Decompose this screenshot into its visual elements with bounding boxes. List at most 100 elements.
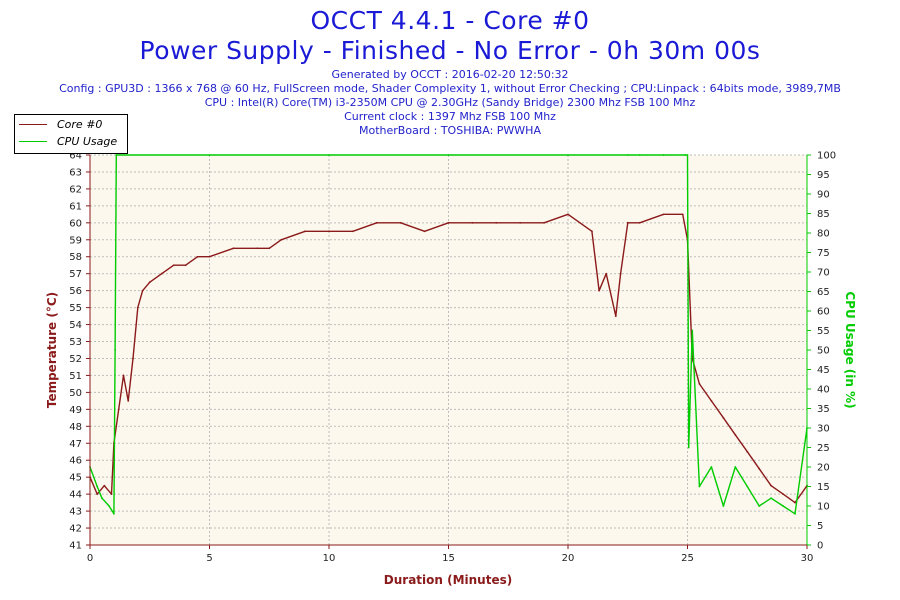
y-right-tick-label: 90 bbox=[817, 190, 830, 201]
data-point-core-0 bbox=[127, 399, 130, 402]
y-right-tick-label: 5 bbox=[817, 521, 823, 532]
data-point-core-0 bbox=[519, 221, 522, 224]
data-point-cpu-usage bbox=[687, 446, 690, 449]
info-config: Config : GPU3D : 1366 x 768 @ 60 Hz, Ful… bbox=[59, 82, 841, 95]
y-left-tick-label: 58 bbox=[69, 252, 82, 263]
legend-item-cpu: CPU Usage bbox=[19, 134, 125, 150]
y-right-tick-label: 10 bbox=[817, 502, 830, 513]
info-generated: Generated by OCCT : 2016-02-20 12:50:32 bbox=[331, 68, 569, 81]
data-point-cpu-usage bbox=[710, 466, 713, 468]
data-point-cpu-usage bbox=[626, 154, 629, 156]
y-left-tick-label: 52 bbox=[69, 354, 82, 365]
data-point-core-0 bbox=[495, 221, 498, 224]
data-point-core-0 bbox=[232, 247, 235, 250]
data-point-cpu-usage bbox=[691, 329, 694, 332]
y-right-tick-label: 35 bbox=[817, 404, 830, 415]
x-tick-label: 25 bbox=[681, 553, 694, 564]
data-point-core-0 bbox=[256, 247, 259, 250]
y-right-tick-label: 70 bbox=[817, 268, 830, 279]
info-cpu: CPU : Intel(R) Core(TM) i3-2350M CPU @ 2… bbox=[204, 96, 696, 109]
data-point-core-0 bbox=[141, 289, 144, 292]
data-point-core-0 bbox=[662, 213, 665, 216]
y-left-tick-label: 60 bbox=[69, 218, 82, 229]
y-right-tick-label: 15 bbox=[817, 482, 830, 493]
legend: Core #0 CPU Usage bbox=[14, 114, 128, 154]
data-point-cpu-usage bbox=[722, 505, 725, 507]
data-point-cpu-usage bbox=[113, 512, 115, 515]
data-point-core-0 bbox=[605, 272, 608, 275]
data-point-core-0 bbox=[208, 255, 211, 258]
data-point-core-0 bbox=[117, 408, 120, 411]
chart-subtitle: Power Supply - Finished - No Error - 0h … bbox=[139, 36, 761, 65]
y-left-tick-label: 56 bbox=[69, 286, 82, 297]
data-point-core-0 bbox=[304, 230, 306, 233]
y-left-tick-label: 48 bbox=[69, 422, 82, 433]
data-point-core-0 bbox=[734, 433, 737, 436]
y-right-tick-label: 45 bbox=[817, 365, 830, 376]
y-left-tick-label: 49 bbox=[69, 405, 82, 416]
data-point-core-0 bbox=[770, 484, 773, 487]
data-point-core-0 bbox=[591, 230, 593, 233]
y-right-tick-label: 85 bbox=[817, 209, 830, 220]
data-point-core-0 bbox=[598, 289, 600, 292]
y-right-tick-label: 20 bbox=[817, 463, 830, 474]
data-point-core-0 bbox=[543, 221, 545, 224]
series-line-core-0 bbox=[89, 213, 808, 504]
data-point-core-0 bbox=[710, 399, 713, 402]
data-point-core-0 bbox=[352, 230, 354, 233]
data-point-cpu-usage bbox=[686, 154, 689, 156]
data-point-core-0 bbox=[619, 272, 622, 275]
data-point-core-0 bbox=[172, 264, 175, 267]
legend-swatch-core bbox=[19, 124, 47, 125]
data-point-core-0 bbox=[758, 467, 761, 470]
data-point-core-0 bbox=[132, 357, 134, 360]
y-right-tick-label: 95 bbox=[817, 170, 830, 181]
data-point-core-0 bbox=[184, 264, 187, 267]
series-line-cpu-usage bbox=[89, 154, 808, 515]
data-point-core-0 bbox=[328, 230, 330, 233]
data-point-cpu-usage bbox=[96, 485, 99, 488]
y-left-tick-label: 50 bbox=[69, 388, 82, 399]
data-point-core-0 bbox=[698, 383, 701, 385]
data-point-core-0 bbox=[722, 416, 725, 419]
y-right-tick-label: 60 bbox=[817, 307, 830, 318]
x-tick-label: 10 bbox=[323, 553, 336, 564]
data-point-core-0 bbox=[160, 272, 163, 275]
legend-label-core: Core #0 bbox=[57, 118, 103, 131]
y-right-tick-label: 65 bbox=[817, 287, 830, 298]
data-point-core-0 bbox=[638, 221, 641, 224]
y-left-tick-label: 44 bbox=[69, 490, 82, 501]
legend-item-core: Core #0 bbox=[19, 117, 125, 133]
data-point-core-0 bbox=[423, 230, 426, 233]
y-right-tick-label: 0 bbox=[817, 541, 823, 552]
x-tick-label: 0 bbox=[87, 553, 93, 564]
y-axis-left-title: Temperature (°C) bbox=[45, 292, 59, 408]
data-point-cpu-usage bbox=[447, 154, 450, 156]
x-axis-title: Duration (Minutes) bbox=[384, 573, 512, 587]
data-point-core-0 bbox=[110, 493, 113, 496]
data-point-cpu-usage bbox=[638, 154, 641, 156]
data-point-cpu-usage bbox=[794, 512, 796, 515]
data-point-cpu-usage bbox=[662, 154, 665, 156]
data-point-cpu-usage bbox=[746, 485, 749, 488]
y-left-tick-label: 46 bbox=[69, 456, 82, 467]
y-left-tick-label: 45 bbox=[69, 473, 82, 484]
y-left-tick-label: 51 bbox=[69, 371, 82, 382]
y-left-tick-label: 57 bbox=[69, 269, 82, 280]
data-point-cpu-usage bbox=[698, 485, 701, 488]
data-point-cpu-usage bbox=[758, 505, 761, 507]
data-point-cpu-usage bbox=[782, 505, 784, 507]
legend-label-cpu: CPU Usage bbox=[57, 135, 118, 148]
y-left-tick-label: 54 bbox=[69, 320, 82, 331]
x-tick-label: 5 bbox=[206, 553, 212, 564]
y-left-tick-label: 53 bbox=[69, 337, 82, 348]
y-right-tick-label: 75 bbox=[817, 248, 830, 259]
data-point-core-0 bbox=[103, 484, 106, 487]
data-point-core-0 bbox=[471, 221, 474, 224]
x-tick-label: 20 bbox=[562, 553, 575, 564]
data-point-cpu-usage bbox=[108, 505, 111, 507]
data-point-core-0 bbox=[280, 238, 283, 241]
y-left-tick-label: 62 bbox=[69, 184, 82, 195]
data-point-core-0 bbox=[375, 221, 378, 224]
data-point-core-0 bbox=[626, 221, 629, 224]
